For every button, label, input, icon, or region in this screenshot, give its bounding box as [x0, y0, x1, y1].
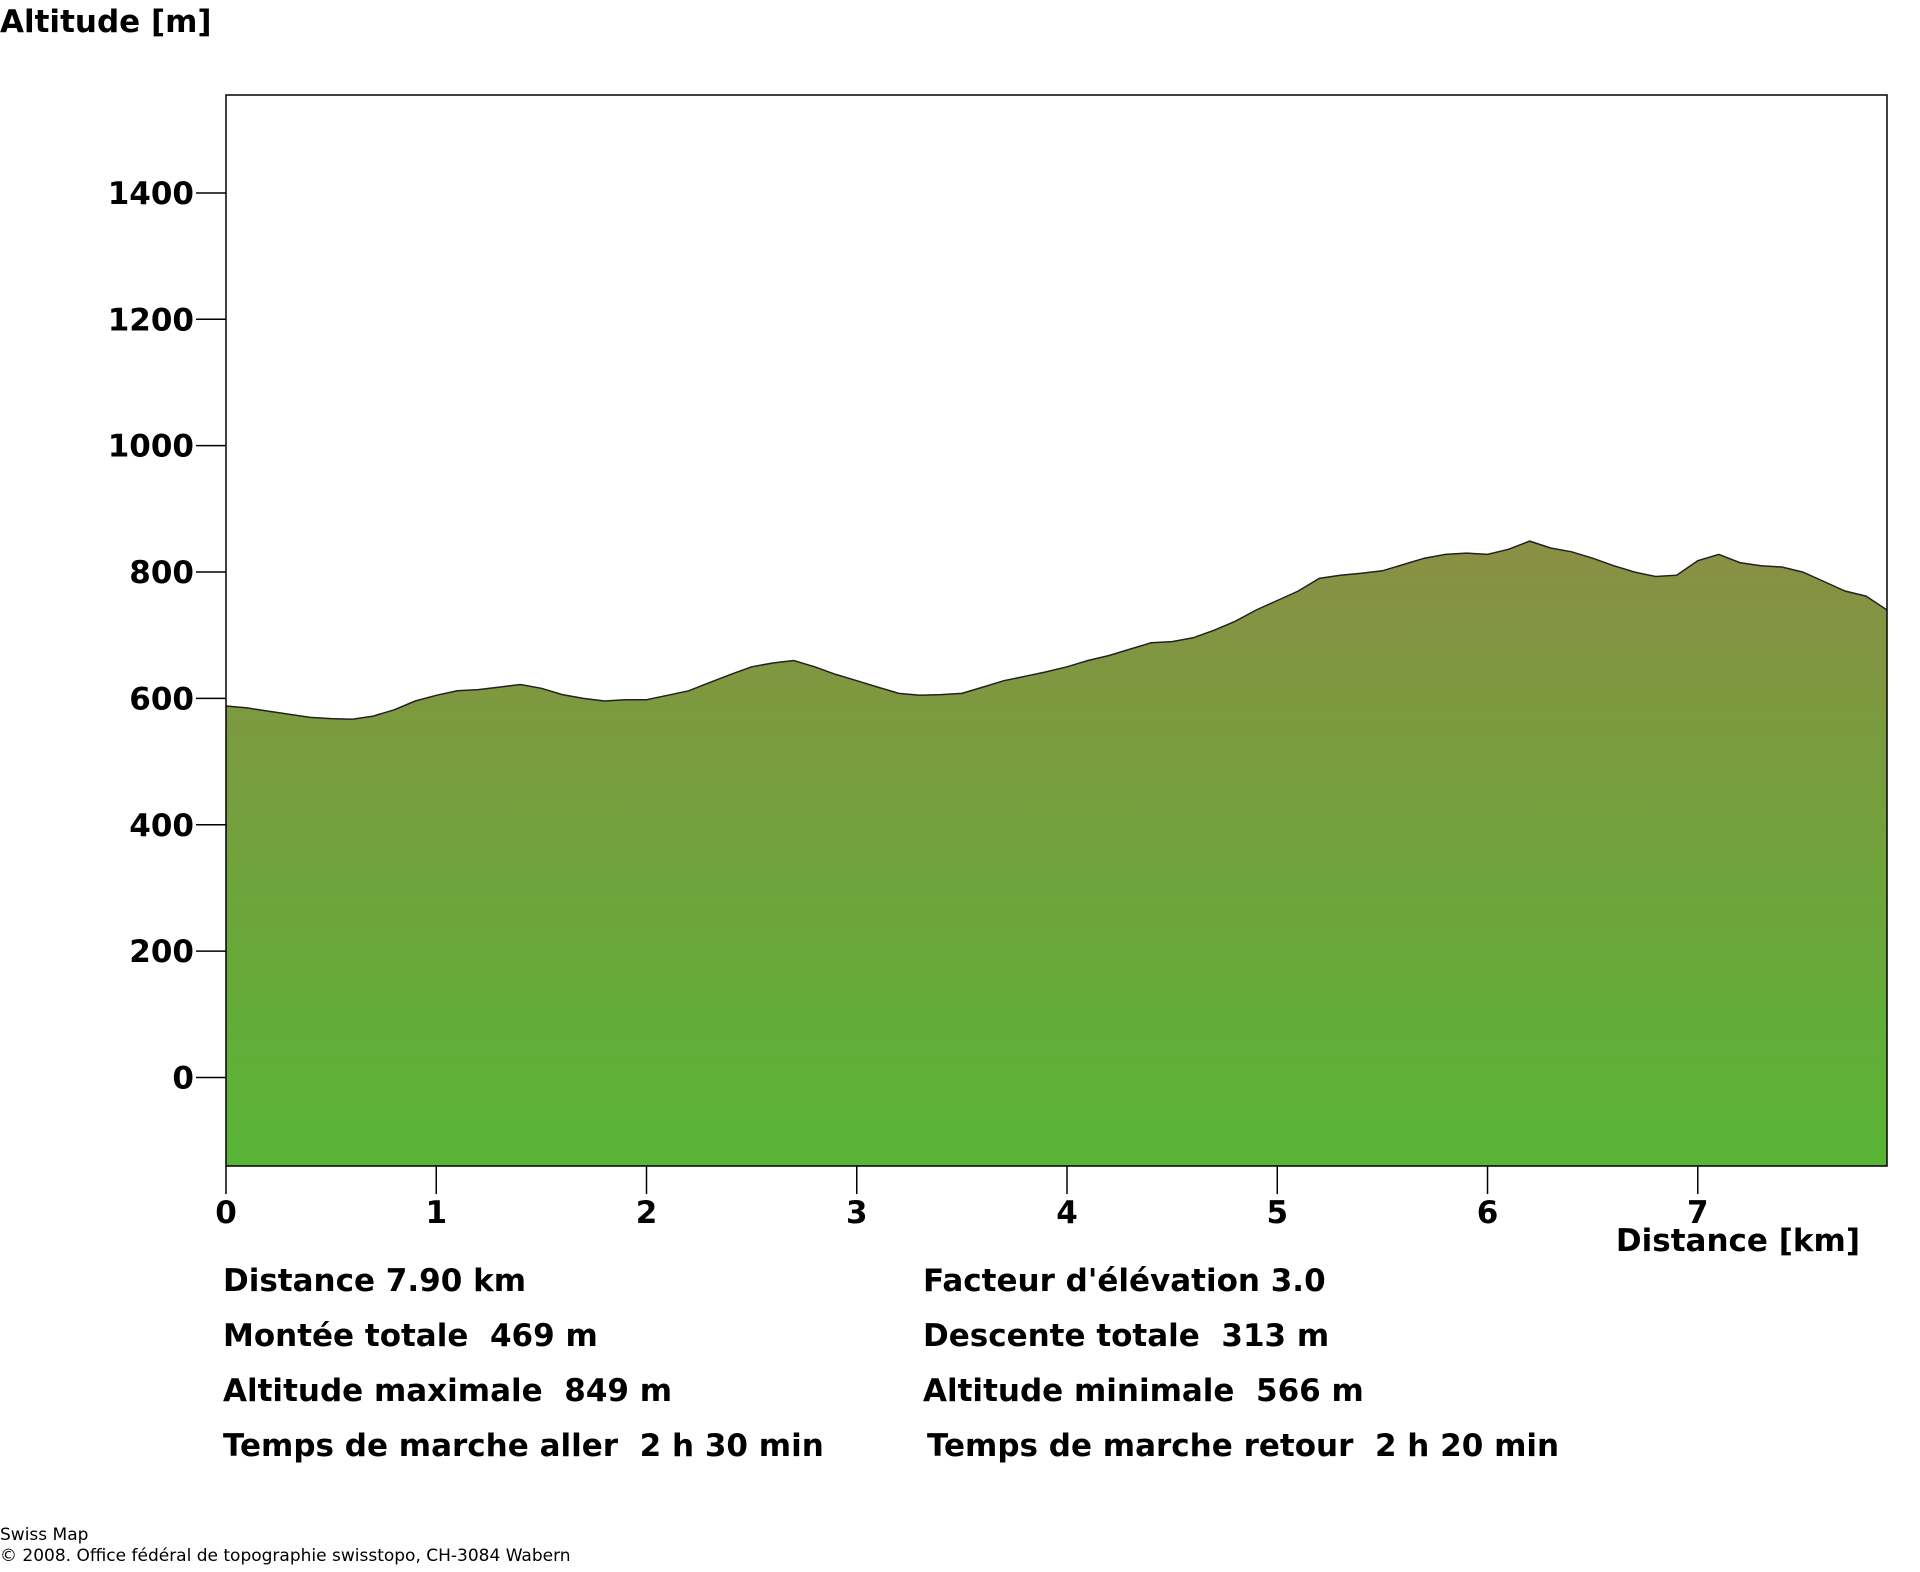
stat-min-altitude: Altitude minimale 566 m [923, 1373, 1364, 1409]
y-axis-title: Altitude [m] [0, 4, 212, 40]
stat-distance: Distance 7.90 km [223, 1263, 527, 1299]
y-tick-label: 1200 [108, 302, 194, 338]
stat-time-back: Temps de marche retour 2 h 20 min [927, 1428, 1560, 1464]
footer-brand: Swiss Map [0, 1525, 89, 1545]
stat-ascent: Montée totale 469 m [223, 1318, 598, 1354]
x-tick-label: 6 [1477, 1195, 1499, 1231]
elevation-area [226, 541, 1887, 1166]
x-tick-label: 1 [425, 1195, 447, 1231]
x-tick-label: 0 [215, 1195, 237, 1231]
x-tick-label: 7 [1687, 1195, 1709, 1231]
y-tick-label: 200 [129, 934, 194, 970]
y-tick-label: 1000 [108, 429, 194, 465]
footer-copyright: © 2008. Office fédéral de topographie sw… [0, 1546, 571, 1566]
plot-frame [225, 94, 1888, 1167]
x-tick-label: 3 [846, 1195, 868, 1231]
y-tick-label: 600 [129, 681, 194, 717]
elevation-line [225, 540, 1888, 721]
x-axis-title: Distance [km] [1615, 1223, 1860, 1259]
x-tick-label: 5 [1266, 1195, 1288, 1231]
y-tick-label: 800 [129, 555, 194, 591]
stat-max-altitude: Altitude maximale 849 m [223, 1373, 673, 1409]
stat-time-out: Temps de marche aller 2 h 30 min [223, 1428, 824, 1464]
x-tick-label: 4 [1056, 1195, 1078, 1231]
y-tick-label: 1400 [108, 176, 194, 212]
stat-elevation-factor: Facteur d'élévation 3.0 [923, 1263, 1326, 1299]
y-tick-label: 400 [129, 808, 194, 844]
x-tick-label: 2 [636, 1195, 658, 1231]
stat-descent: Descente totale 313 m [923, 1318, 1330, 1354]
y-tick-label: 0 [172, 1061, 194, 1097]
